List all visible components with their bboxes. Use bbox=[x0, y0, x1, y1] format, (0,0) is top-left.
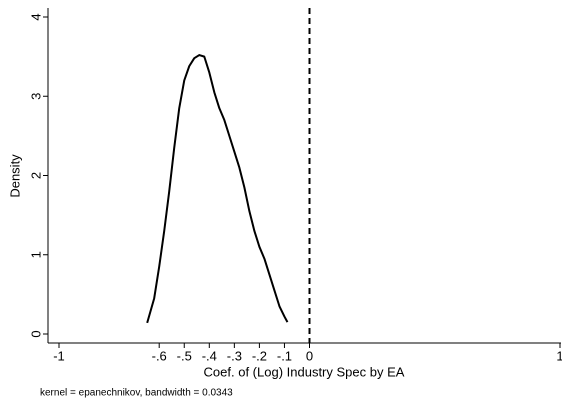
note: kernel = epanechnikov, bandwidth = 0.034… bbox=[40, 388, 233, 399]
y-tick-label: 4 bbox=[28, 13, 43, 20]
x-tick-label: -.1 bbox=[277, 348, 292, 363]
x-tick-label: 0 bbox=[306, 348, 313, 363]
y-tick-label: 0 bbox=[28, 330, 43, 337]
y-tick-label: 1 bbox=[28, 251, 43, 258]
x-tick-label: -.5 bbox=[177, 348, 192, 363]
density-line bbox=[146, 54, 289, 324]
y-tick-label: 2 bbox=[28, 172, 43, 179]
x-tick-label: 1 bbox=[556, 348, 562, 363]
y-axis-label: Density bbox=[7, 154, 22, 198]
x-tick-label: -.4 bbox=[202, 348, 217, 363]
x-axis-label: Coef. of (Log) Industry Spec by EA bbox=[204, 364, 405, 379]
y-tick-label: 3 bbox=[28, 93, 43, 100]
x-tick-label: -.3 bbox=[227, 348, 242, 363]
x-tick-label: -.6 bbox=[152, 348, 167, 363]
x-tick-label: -1 bbox=[53, 348, 65, 363]
x-tick-label: -.2 bbox=[252, 348, 267, 363]
